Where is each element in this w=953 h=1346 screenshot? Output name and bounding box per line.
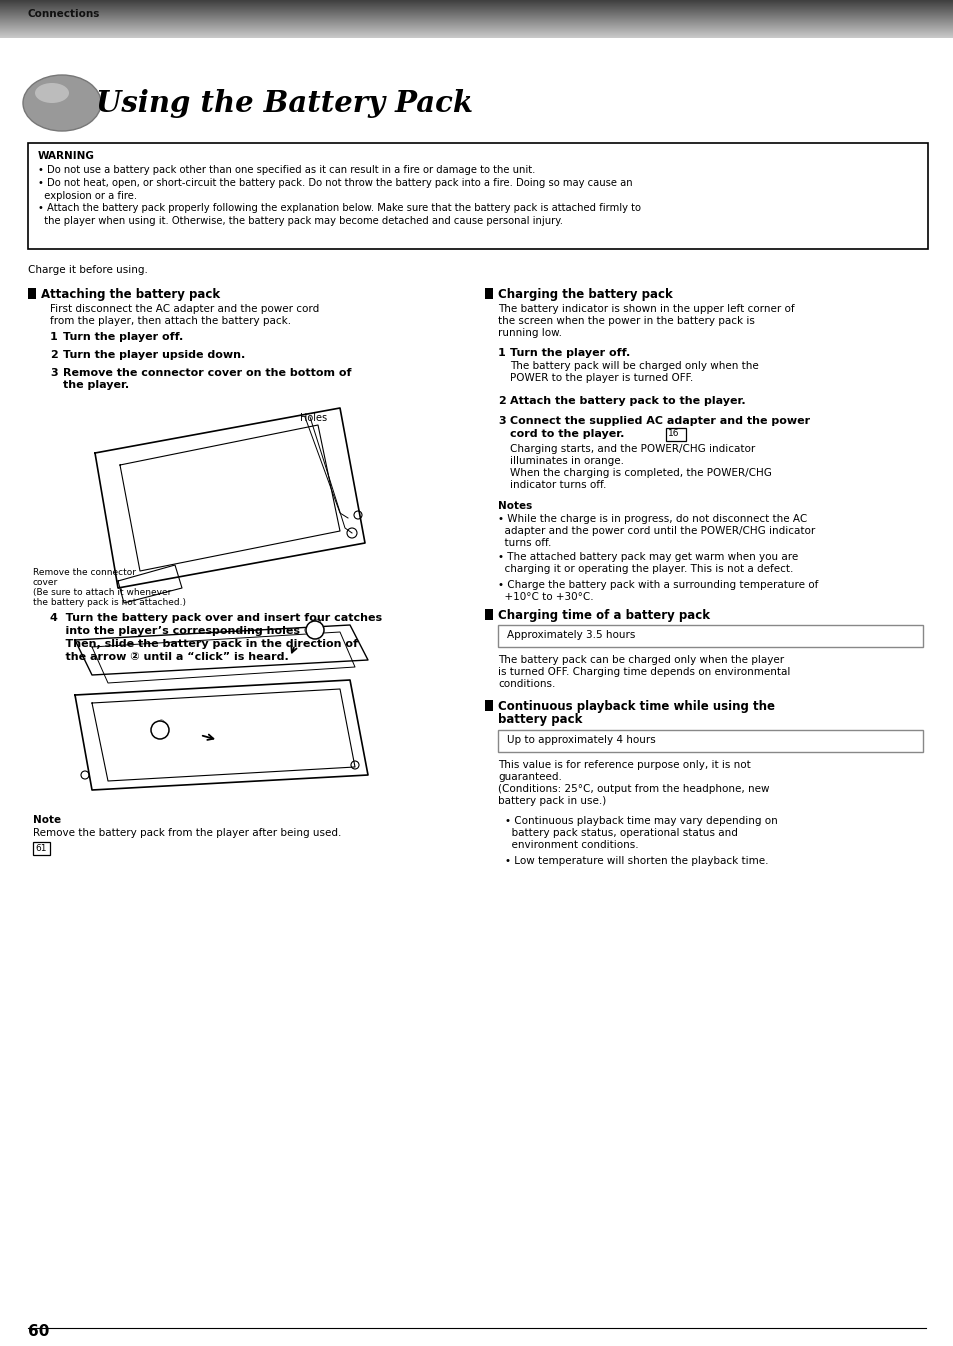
Text: Remove the connector: Remove the connector <box>33 568 136 577</box>
Text: ②: ② <box>156 719 165 730</box>
Text: The battery pack will be charged only when the: The battery pack will be charged only wh… <box>510 361 758 371</box>
Text: 4  Turn the battery pack over and insert four catches: 4 Turn the battery pack over and insert … <box>50 612 382 623</box>
Text: • Charge the battery pack with a surrounding temperature of: • Charge the battery pack with a surroun… <box>497 580 818 590</box>
Text: Attaching the battery pack: Attaching the battery pack <box>41 288 220 302</box>
Text: WARNING: WARNING <box>38 151 94 162</box>
Text: turns off.: turns off. <box>497 538 551 548</box>
Circle shape <box>306 621 324 639</box>
Text: • Continuous playback time may vary depending on: • Continuous playback time may vary depe… <box>504 816 777 826</box>
Text: 61: 61 <box>35 844 47 853</box>
Bar <box>484 288 493 299</box>
Text: • Do not use a battery pack other than one specified as it can result in a fire : • Do not use a battery pack other than o… <box>38 166 535 175</box>
Text: battery pack in use.): battery pack in use.) <box>497 795 605 806</box>
Text: (Conditions: 25°C, output from the headphone, new: (Conditions: 25°C, output from the headp… <box>497 783 769 794</box>
Bar <box>484 608 493 621</box>
Text: The battery pack can be charged only when the player: The battery pack can be charged only whe… <box>497 656 783 665</box>
Text: guaranteed.: guaranteed. <box>497 773 561 782</box>
Text: Turn the player off.: Turn the player off. <box>63 332 183 342</box>
Text: Connections: Connections <box>28 9 100 19</box>
Text: ①: ① <box>312 619 320 629</box>
Text: Charge it before using.: Charge it before using. <box>28 265 148 275</box>
Text: • The attached battery pack may get warm when you are: • The attached battery pack may get warm… <box>497 552 798 563</box>
Text: cover: cover <box>33 577 58 587</box>
Text: 16: 16 <box>667 429 679 437</box>
Circle shape <box>351 760 358 769</box>
Text: illuminates in orange.: illuminates in orange. <box>510 456 623 466</box>
Text: Up to approximately 4 hours: Up to approximately 4 hours <box>506 735 655 744</box>
Circle shape <box>81 771 89 779</box>
Circle shape <box>354 511 361 520</box>
Text: is turned OFF. Charging time depends on environmental: is turned OFF. Charging time depends on … <box>497 668 789 677</box>
Text: Turn the player off.: Turn the player off. <box>510 349 630 358</box>
Bar <box>484 700 493 711</box>
Text: running low.: running low. <box>497 328 561 338</box>
Text: Continuous playback time while using the: Continuous playback time while using the <box>497 700 774 713</box>
Text: the player.: the player. <box>63 380 129 390</box>
Text: battery pack status, operational status and: battery pack status, operational status … <box>504 828 737 839</box>
Text: Charging time of a battery pack: Charging time of a battery pack <box>497 608 709 622</box>
Text: 1: 1 <box>497 349 505 358</box>
Text: +10°C to +30°C.: +10°C to +30°C. <box>497 592 593 602</box>
Text: Charging starts, and the POWER/CHG indicator: Charging starts, and the POWER/CHG indic… <box>510 444 755 454</box>
Text: Approximately 3.5 hours: Approximately 3.5 hours <box>506 630 635 639</box>
Text: Attach the battery pack to the player.: Attach the battery pack to the player. <box>510 396 745 406</box>
Text: the player when using it. Otherwise, the battery pack may become detached and ca: the player when using it. Otherwise, the… <box>38 217 562 226</box>
Text: Using the Battery Pack: Using the Battery Pack <box>96 89 473 117</box>
Text: POWER to the player is turned OFF.: POWER to the player is turned OFF. <box>510 373 693 384</box>
Text: (Be sure to attach it whenever: (Be sure to attach it whenever <box>33 588 172 598</box>
Text: Then, slide the battery pack in the direction of: Then, slide the battery pack in the dire… <box>50 639 357 649</box>
Text: conditions.: conditions. <box>497 678 555 689</box>
Text: When the charging is completed, the POWER/CHG: When the charging is completed, the POWE… <box>510 468 771 478</box>
Text: 2: 2 <box>497 396 505 406</box>
Text: Note: Note <box>33 814 61 825</box>
Text: the screen when the power in the battery pack is: the screen when the power in the battery… <box>497 316 754 326</box>
Text: 3: 3 <box>50 367 57 378</box>
Text: • Low temperature will shorten the playback time.: • Low temperature will shorten the playb… <box>504 856 768 865</box>
Text: 2: 2 <box>50 350 58 359</box>
Circle shape <box>347 528 356 538</box>
Text: Turn the player upside down.: Turn the player upside down. <box>63 350 245 359</box>
Text: into the player’s corresponding holes ①.: into the player’s corresponding holes ①. <box>50 626 317 637</box>
Text: • Do not heat, open, or short-circuit the battery pack. Do not throw the battery: • Do not heat, open, or short-circuit th… <box>38 178 632 188</box>
Text: the arrow ② until a “click” is heard.: the arrow ② until a “click” is heard. <box>50 651 289 662</box>
Text: battery pack: battery pack <box>497 713 581 725</box>
Text: • While the charge is in progress, do not disconnect the AC: • While the charge is in progress, do no… <box>497 514 806 524</box>
Text: First disconnect the AC adapter and the power cord
from the player, then attach : First disconnect the AC adapter and the … <box>50 304 319 326</box>
Text: adapter and the power cord until the POWER/CHG indicator: adapter and the power cord until the POW… <box>497 526 815 536</box>
Text: Connect the supplied AC adapter and the power: Connect the supplied AC adapter and the … <box>510 416 809 425</box>
Text: the battery pack is not attached.): the battery pack is not attached.) <box>33 598 186 607</box>
Bar <box>497 625 923 647</box>
Ellipse shape <box>23 75 101 131</box>
Text: environment conditions.: environment conditions. <box>504 840 638 851</box>
Text: Charging the battery pack: Charging the battery pack <box>497 288 672 302</box>
Text: cord to the player.: cord to the player. <box>510 429 623 439</box>
Text: 3: 3 <box>497 416 505 425</box>
Text: 1: 1 <box>50 332 58 342</box>
Text: Holes: Holes <box>299 413 327 423</box>
Text: Remove the battery pack from the player after being used.: Remove the battery pack from the player … <box>33 828 341 839</box>
Text: 60: 60 <box>28 1324 50 1339</box>
Text: explosion or a fire.: explosion or a fire. <box>38 191 137 201</box>
Bar <box>665 428 685 441</box>
Text: The battery indicator is shown in the upper left corner of: The battery indicator is shown in the up… <box>497 304 794 314</box>
Bar <box>28 143 927 249</box>
Bar <box>497 730 923 752</box>
Text: indicator turns off.: indicator turns off. <box>510 481 606 490</box>
Text: • Attach the battery pack properly following the explanation below. Make sure th: • Attach the battery pack properly follo… <box>38 203 640 214</box>
Bar <box>28 288 36 299</box>
Ellipse shape <box>35 83 69 104</box>
Bar <box>33 843 50 855</box>
Text: This value is for reference purpose only, it is not: This value is for reference purpose only… <box>497 760 750 770</box>
Text: Remove the connector cover on the bottom of: Remove the connector cover on the bottom… <box>63 367 351 378</box>
Circle shape <box>151 721 169 739</box>
Text: Notes: Notes <box>497 501 532 511</box>
Text: charging it or operating the player. This is not a defect.: charging it or operating the player. Thi… <box>497 564 793 573</box>
